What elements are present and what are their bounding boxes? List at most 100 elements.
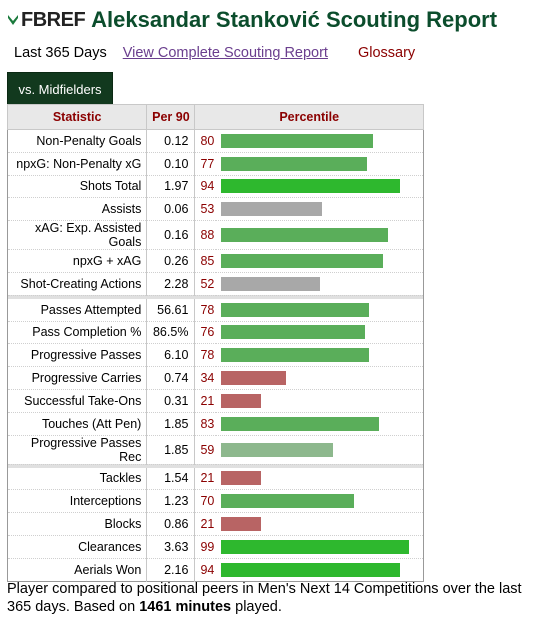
scouting-table: Statistic Per 90 Percentile Non-Penalty … — [6, 104, 424, 582]
stat-name[interactable]: Interceptions — [7, 489, 148, 514]
table-row: npxG: Non-Penalty xG 0.10 77 — [7, 152, 424, 176]
table-row: Blocks 0.86 21 — [7, 512, 424, 536]
percentile-bar-cell — [216, 152, 424, 176]
percentile-bar — [221, 133, 374, 148]
fbref-logo[interactable]: FBREF — [6, 6, 86, 34]
per90-value: 1.97 — [146, 175, 195, 199]
stat-name[interactable]: Pass Completion % — [7, 321, 148, 345]
stat-name[interactable]: Assists — [7, 197, 148, 222]
percentile-value: 78 — [194, 343, 217, 368]
table-row: Passes Attempted 56.61 78 — [7, 298, 424, 322]
percentile-bar-cell — [216, 412, 424, 436]
table-row: Assists 0.06 53 — [7, 197, 424, 222]
group-separator-cell — [7, 464, 424, 468]
col-per90[interactable]: Per 90 — [146, 104, 196, 130]
percentile-bar-cell — [216, 535, 424, 559]
stat-name[interactable]: Non-Penalty Goals — [7, 129, 148, 153]
stat-name[interactable]: Aerials Won — [7, 558, 148, 582]
logo-text: FBREF — [21, 8, 86, 31]
stat-name[interactable]: npxG + xAG — [7, 249, 148, 273]
footer-minutes: 1461 minutes — [139, 599, 232, 615]
per90-value: 0.10 — [146, 152, 195, 176]
percentile-value: 83 — [194, 412, 217, 436]
per90-value: 1.23 — [146, 489, 195, 514]
percentile-bar — [221, 302, 370, 317]
percentile-bar — [221, 539, 410, 554]
stat-name[interactable]: Successful Take-Ons — [7, 389, 148, 413]
percentile-value: 34 — [194, 366, 217, 390]
percentile-value: 21 — [194, 467, 217, 491]
group-separator-cell — [7, 295, 424, 299]
percentile-bar — [221, 393, 262, 408]
table-row: Shot-Creating Actions 2.28 52 — [7, 272, 424, 296]
percentile-value: 99 — [194, 535, 217, 559]
stat-name[interactable]: Touches (Att Pen) — [7, 412, 148, 436]
per90-value: 56.61 — [146, 298, 195, 322]
percentile-bar — [221, 156, 368, 171]
footer-note: Player compared to positional peers in M… — [7, 580, 542, 616]
stat-name[interactable]: xAG: Exp. Assisted Goals — [7, 220, 148, 251]
table-row: Tackles 1.54 21 — [7, 467, 424, 491]
table-row: xAG: Exp. Assisted Goals 0.16 88 — [7, 220, 424, 251]
fbref-logo-icon — [8, 15, 18, 25]
percentile-bar-cell — [216, 272, 424, 296]
table-row: Interceptions 1.23 70 — [7, 489, 424, 514]
percentile-bar — [221, 562, 401, 577]
stat-name[interactable]: Passes Attempted — [7, 298, 148, 322]
table-row: Progressive Passes Rec 1.85 59 — [7, 435, 424, 465]
percentile-bar-cell — [216, 298, 424, 322]
stat-name[interactable]: Progressive Carries — [7, 366, 148, 390]
percentile-bar — [221, 179, 401, 194]
percentile-value: 53 — [194, 197, 217, 222]
percentile-bar-cell — [216, 489, 424, 514]
col-statistic[interactable]: Statistic — [6, 104, 148, 130]
group-separator — [7, 464, 424, 468]
per90-value: 6.10 — [146, 343, 195, 368]
percentile-bar — [221, 442, 334, 457]
percentile-value: 85 — [194, 249, 217, 273]
per90-value: 0.12 — [146, 129, 195, 153]
complete-report-link[interactable]: View Complete Scouting Report — [122, 45, 328, 61]
stat-name[interactable]: Tackles — [7, 467, 148, 491]
percentile-bar — [221, 416, 380, 431]
col-percentile[interactable]: Percentile — [194, 104, 424, 130]
per90-value: 2.16 — [146, 558, 195, 582]
page-title: Aleksandar Stanković Scouting Report — [91, 7, 498, 32]
percentile-bar — [221, 517, 262, 532]
page-header: FBREF Aleksandar Stanković Scouting Repo… — [6, 6, 497, 34]
tab-vs-midfielders[interactable]: vs. Midfielders — [7, 72, 113, 107]
percentile-bar — [221, 348, 370, 363]
percentile-value: 94 — [194, 558, 217, 582]
percentile-bar-cell — [216, 558, 424, 582]
stat-name[interactable]: Shots Total — [7, 175, 148, 199]
table-row: Successful Take-Ons 0.31 21 — [7, 389, 424, 413]
percentile-value: 21 — [194, 512, 217, 536]
percentile-value: 76 — [194, 321, 217, 345]
per90-value: 2.28 — [146, 272, 195, 296]
percentile-bar-cell — [216, 220, 424, 251]
per90-value: 0.26 — [146, 249, 195, 273]
stat-name[interactable]: npxG: Non-Penalty xG — [7, 152, 148, 176]
stat-name[interactable]: Shot-Creating Actions — [7, 272, 148, 296]
glossary-link[interactable]: Glossary — [357, 45, 416, 61]
percentile-value: 80 — [194, 129, 217, 153]
percentile-bar-cell — [216, 129, 424, 153]
per90-value: 0.06 — [146, 197, 195, 222]
stat-name[interactable]: Progressive Passes Rec — [7, 435, 148, 465]
table-row: Non-Penalty Goals 0.12 80 — [7, 129, 424, 153]
percentile-bar-cell — [216, 435, 424, 465]
percentile-bar — [221, 202, 323, 217]
percentile-value: 21 — [194, 389, 217, 413]
per90-value: 0.31 — [146, 389, 195, 413]
per90-value: 1.54 — [146, 467, 195, 491]
table-header-row: Statistic Per 90 Percentile — [6, 104, 424, 130]
per90-value: 1.85 — [146, 435, 195, 465]
stat-name[interactable]: Progressive Passes — [7, 343, 148, 368]
per90-value: 0.16 — [146, 220, 195, 251]
percentile-value: 52 — [194, 272, 217, 296]
percentile-bar — [221, 371, 287, 386]
percentile-value: 77 — [194, 152, 217, 176]
table-row: Clearances 3.63 99 — [7, 535, 424, 559]
stat-name[interactable]: Blocks — [7, 512, 148, 536]
stat-name[interactable]: Clearances — [7, 535, 148, 559]
